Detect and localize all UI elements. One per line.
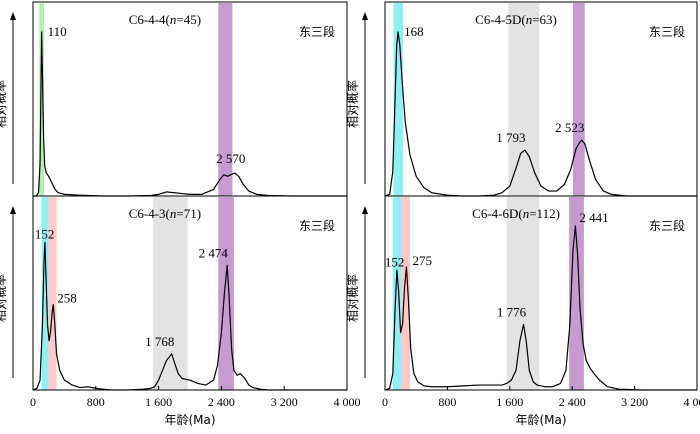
x-tick-label: 4 000 [684, 395, 700, 409]
stage-label: 东三段 [299, 218, 335, 233]
stage-label: 东三段 [649, 218, 685, 233]
stage-label: 东三段 [649, 24, 685, 39]
x-tick-label: 0 [30, 395, 36, 409]
panel-frame [384, 195, 698, 391]
y-axis-label: 相对概率 [0, 80, 8, 128]
peak-label: 1 768 [145, 334, 174, 349]
peak-label: 1 776 [497, 304, 527, 319]
panel-frame [32, 195, 348, 391]
x-axis-title: 年龄(Ma) [515, 413, 566, 427]
panel-4: C6-4-6D(n=112) 东三段 152 275 1 776 2 441 相对概率 0 80… [345, 195, 700, 427]
x-tick-label: 3 200 [621, 395, 648, 409]
age-band-3 [572, 3, 585, 196]
probability-curve [384, 31, 697, 197]
y-axis-arrowhead [10, 206, 16, 214]
peak-label: 1 793 [496, 130, 525, 145]
age-band-2 [508, 3, 540, 196]
y-axis-arrowhead [10, 12, 16, 20]
peak-label: 2 523 [555, 120, 584, 135]
peak-label: 2 474 [199, 245, 229, 260]
probability-curve [384, 225, 697, 391]
x-tick-label: 1 600 [145, 395, 172, 409]
age-band-4 [218, 197, 234, 390]
x-tick-label: 2 400 [559, 395, 586, 409]
x-axis-title: 年龄(Ma) [164, 413, 215, 427]
stage-label: 东三段 [299, 24, 335, 39]
panel-2: C6-4-5D(n=63) 东三段 168 1 793 2 523 相对概率 [345, 1, 698, 197]
x-tick-label: 2 400 [208, 395, 235, 409]
y-axis-label: 相对概率 [345, 274, 360, 322]
x-tick-label: 1 600 [496, 395, 523, 409]
y-axis-arrowhead [362, 12, 368, 20]
age-band-3 [153, 197, 188, 390]
peak-label: 258 [57, 291, 77, 306]
x-tick-label: 3 200 [271, 395, 298, 409]
age-band-3 [506, 197, 540, 390]
y-axis-label: 相对概率 [345, 80, 360, 128]
age-band-1 [392, 197, 402, 390]
peak-label: 152 [385, 254, 405, 269]
panel-title: C6-4-4(n=45) [129, 12, 201, 27]
panel-3: C6-4-3(n=71) 东三段 152 258 1 768 2 474 相对概率 0 800 1… [0, 195, 361, 427]
panel-title: C6-4-5D(n=63) [475, 12, 557, 27]
x-tick-label: 4 000 [334, 395, 361, 409]
peak-label: 2 570 [216, 151, 245, 166]
panel-title: C6-4-6D(n=112) [472, 206, 560, 221]
x-tick-label: 0 [382, 395, 388, 409]
age-band-1 [39, 3, 44, 196]
peak-label: 2 441 [579, 210, 608, 225]
age-band-2 [48, 197, 57, 390]
peak-label: 275 [412, 253, 432, 268]
probability-curve [33, 31, 347, 197]
age-band-2 [401, 197, 410, 390]
age-band-4 [569, 197, 584, 390]
panel-1: C6-4-4(n=45) 东三段 110 2 570 相对概率 [0, 1, 348, 197]
age-band-1 [41, 197, 49, 390]
x-tick-label: 800 [87, 395, 105, 409]
x-tick-label: 800 [438, 395, 456, 409]
probability-curve [32, 241, 347, 391]
y-axis-arrowhead [362, 206, 368, 214]
age-band-1 [393, 3, 403, 196]
peak-label: 152 [35, 226, 55, 241]
peak-label: 168 [404, 24, 424, 39]
panel-title: C6-4-3(n=71) [129, 206, 201, 221]
y-axis-label: 相对概率 [0, 274, 8, 322]
age-band-2 [218, 3, 233, 196]
peak-label: 110 [48, 24, 67, 39]
